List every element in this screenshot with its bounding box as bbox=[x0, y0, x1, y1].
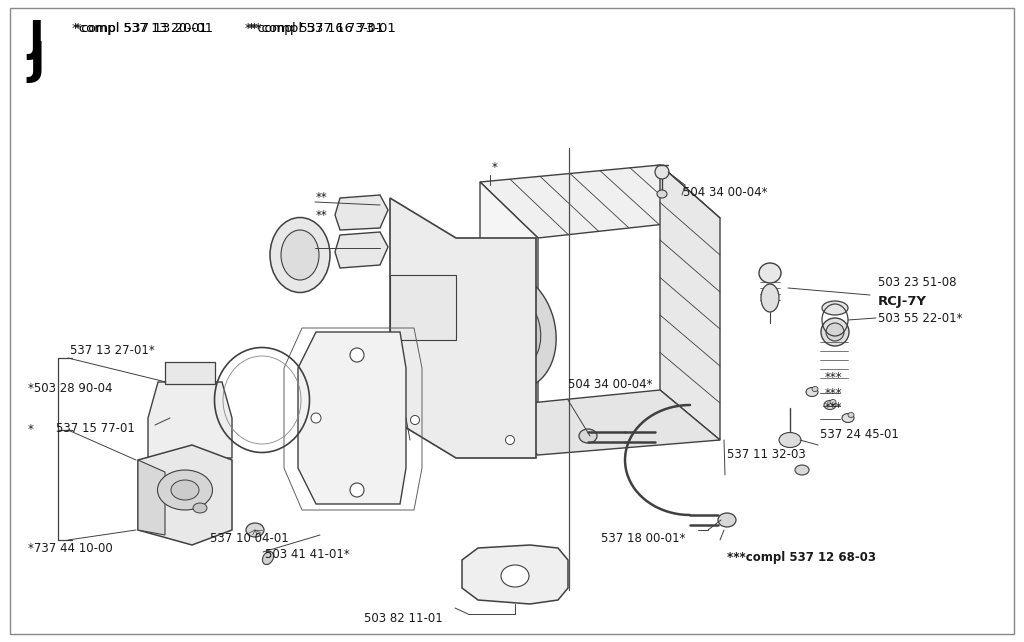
Ellipse shape bbox=[523, 250, 531, 260]
Text: 503 82 11-01: 503 82 11-01 bbox=[364, 611, 442, 625]
Ellipse shape bbox=[411, 415, 420, 424]
Text: 537 24 45-01: 537 24 45-01 bbox=[820, 428, 899, 442]
Text: *compl 537 13 20-01: *compl 537 13 20-01 bbox=[72, 22, 213, 35]
Text: **: ** bbox=[316, 209, 328, 221]
Polygon shape bbox=[480, 390, 720, 455]
Ellipse shape bbox=[826, 323, 844, 341]
Polygon shape bbox=[390, 198, 536, 458]
Ellipse shape bbox=[718, 513, 736, 527]
Text: **compl 537 16 73-01: **compl 537 16 73-01 bbox=[248, 22, 396, 35]
Text: *: * bbox=[492, 162, 498, 175]
Bar bbox=[165, 362, 215, 384]
Ellipse shape bbox=[795, 465, 809, 475]
Polygon shape bbox=[148, 382, 232, 458]
Text: ***: *** bbox=[825, 386, 843, 399]
Ellipse shape bbox=[168, 391, 212, 445]
Text: ***: *** bbox=[825, 401, 843, 415]
Text: 537 18 00-01*: 537 18 00-01* bbox=[601, 532, 685, 544]
Text: J: J bbox=[28, 18, 44, 60]
Ellipse shape bbox=[350, 483, 364, 497]
Ellipse shape bbox=[311, 413, 321, 423]
Text: 504 34 00-04*: 504 34 00-04* bbox=[683, 186, 768, 198]
Text: 503 41 41-01*: 503 41 41-01* bbox=[265, 548, 350, 562]
Ellipse shape bbox=[246, 523, 264, 537]
Ellipse shape bbox=[464, 271, 556, 389]
Ellipse shape bbox=[479, 291, 541, 369]
Ellipse shape bbox=[812, 386, 818, 392]
Ellipse shape bbox=[495, 310, 525, 350]
Ellipse shape bbox=[848, 413, 854, 417]
Polygon shape bbox=[335, 195, 388, 230]
Ellipse shape bbox=[523, 375, 531, 385]
Ellipse shape bbox=[655, 165, 669, 179]
Ellipse shape bbox=[488, 260, 496, 270]
Text: *737 44 10-00: *737 44 10-00 bbox=[28, 541, 113, 555]
Ellipse shape bbox=[171, 480, 199, 500]
Text: J: J bbox=[28, 40, 45, 83]
Ellipse shape bbox=[158, 470, 213, 510]
Ellipse shape bbox=[350, 348, 364, 362]
Ellipse shape bbox=[779, 433, 801, 447]
Polygon shape bbox=[462, 545, 568, 604]
Text: **compl 537 16 73-01: **compl 537 16 73-01 bbox=[245, 22, 384, 35]
Ellipse shape bbox=[506, 435, 514, 444]
Text: **: ** bbox=[316, 191, 328, 205]
Polygon shape bbox=[138, 445, 232, 545]
Text: 537 10 04-01: 537 10 04-01 bbox=[210, 532, 289, 544]
Text: 504 34 00-04*: 504 34 00-04* bbox=[568, 379, 652, 392]
Ellipse shape bbox=[579, 429, 597, 443]
Polygon shape bbox=[390, 275, 456, 340]
Ellipse shape bbox=[488, 385, 496, 395]
Polygon shape bbox=[480, 182, 538, 455]
Text: 503 55 22-01*: 503 55 22-01* bbox=[878, 311, 963, 324]
Ellipse shape bbox=[830, 399, 836, 404]
Text: ***: *** bbox=[825, 372, 843, 385]
Ellipse shape bbox=[761, 284, 779, 312]
Ellipse shape bbox=[281, 230, 319, 280]
Polygon shape bbox=[660, 165, 720, 440]
Ellipse shape bbox=[657, 190, 667, 198]
Ellipse shape bbox=[806, 388, 818, 397]
Polygon shape bbox=[335, 232, 388, 268]
Text: *: * bbox=[28, 424, 34, 437]
Polygon shape bbox=[138, 460, 165, 535]
Ellipse shape bbox=[270, 218, 330, 293]
Ellipse shape bbox=[759, 263, 781, 283]
Text: 537 11 32-03: 537 11 32-03 bbox=[727, 449, 806, 462]
Ellipse shape bbox=[411, 275, 420, 284]
Polygon shape bbox=[480, 165, 720, 238]
Ellipse shape bbox=[822, 301, 848, 315]
Ellipse shape bbox=[824, 401, 836, 410]
Text: ***compl 537 12 68-03: ***compl 537 12 68-03 bbox=[727, 551, 876, 564]
Ellipse shape bbox=[180, 406, 200, 430]
Text: 537 15 77-01: 537 15 77-01 bbox=[56, 422, 135, 435]
Text: RCJ-7Y: RCJ-7Y bbox=[878, 295, 927, 309]
Text: *503 28 90-04: *503 28 90-04 bbox=[28, 381, 113, 394]
Ellipse shape bbox=[842, 413, 854, 422]
Polygon shape bbox=[298, 332, 406, 504]
Ellipse shape bbox=[262, 551, 273, 564]
Text: 503 23 51-08: 503 23 51-08 bbox=[878, 275, 956, 288]
Text: 537 13 27-01*: 537 13 27-01* bbox=[70, 343, 155, 356]
Ellipse shape bbox=[156, 377, 224, 459]
Text: *compl 537 13 20-01: *compl 537 13 20-01 bbox=[75, 22, 207, 35]
Ellipse shape bbox=[193, 503, 207, 513]
Ellipse shape bbox=[501, 565, 529, 587]
Ellipse shape bbox=[821, 318, 849, 346]
